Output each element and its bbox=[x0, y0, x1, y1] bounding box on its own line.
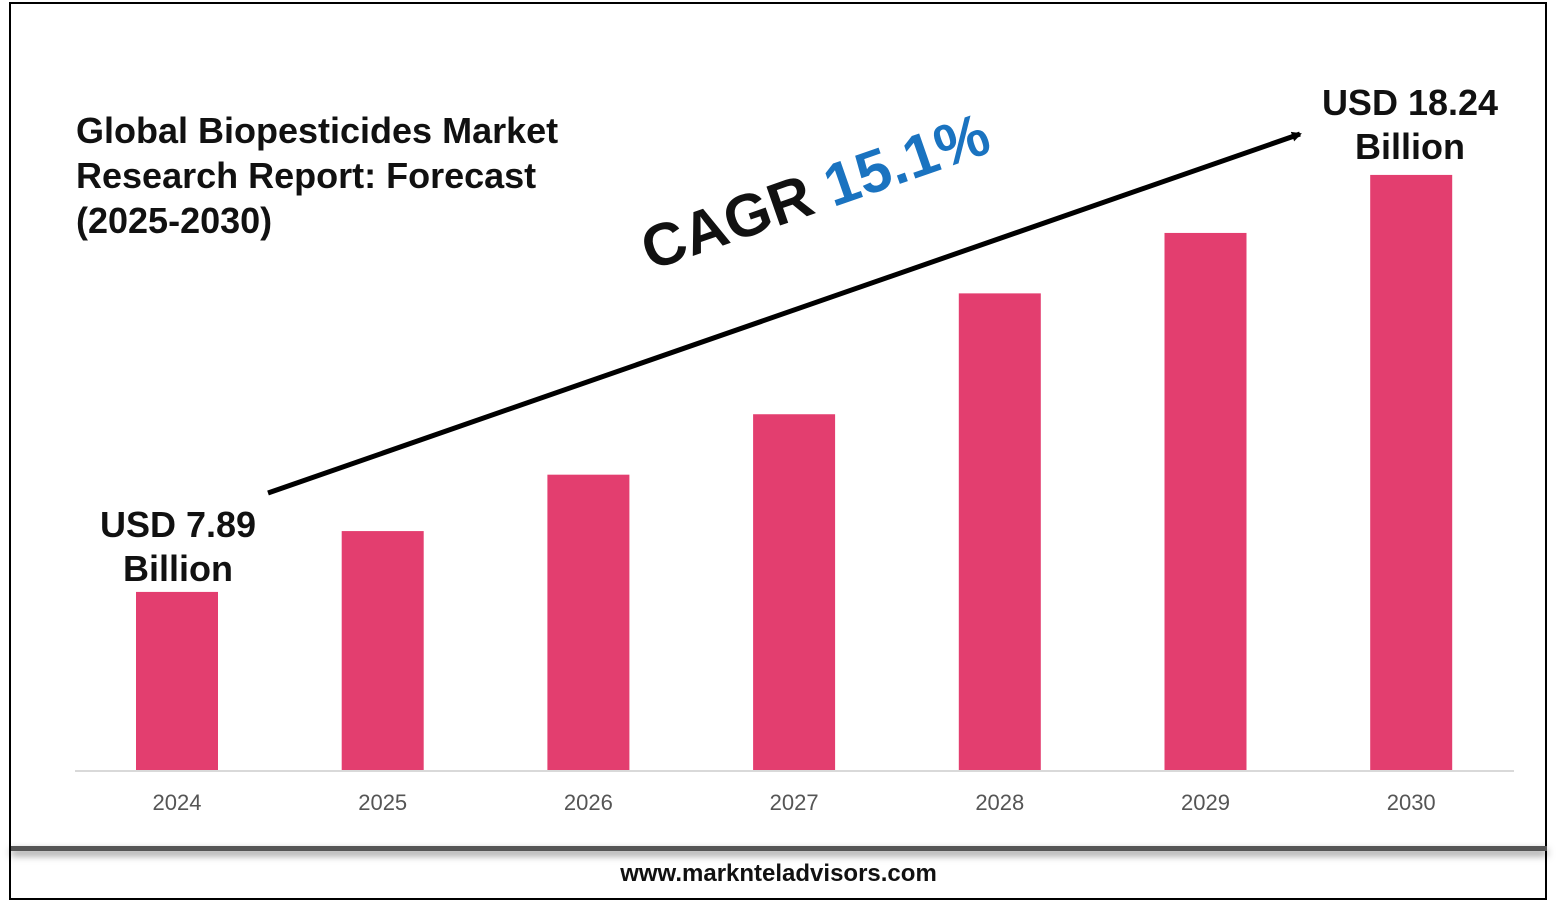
end-value-label: USD 18.24 Billion bbox=[1300, 81, 1520, 169]
start-value-label: USD 7.89 Billion bbox=[78, 503, 278, 591]
x-tick-label: 2029 bbox=[1181, 790, 1230, 815]
divider bbox=[11, 846, 1547, 851]
bar-2029 bbox=[1164, 232, 1247, 771]
x-tick-label: 2030 bbox=[1387, 790, 1436, 815]
bar-2024 bbox=[136, 591, 218, 770]
label-line: Billion bbox=[1355, 126, 1465, 167]
x-tick-label: 2026 bbox=[564, 790, 613, 815]
title-line: Research Report: Forecast bbox=[76, 155, 537, 196]
title-line: Global Biopesticides Market bbox=[76, 110, 559, 151]
label-line: USD 7.89 bbox=[99, 504, 257, 545]
trend-arrow bbox=[267, 131, 1302, 496]
chart-title: Global Biopesticides Market Research Rep… bbox=[76, 108, 636, 243]
chart-frame bbox=[9, 2, 1547, 900]
x-tick-label: 2024 bbox=[153, 790, 202, 815]
label-line: USD 18.24 bbox=[1321, 82, 1499, 123]
bar-2028 bbox=[958, 293, 1041, 770]
x-tick-label: 2028 bbox=[975, 790, 1024, 815]
label-line: Billion bbox=[123, 548, 233, 589]
bar-2027 bbox=[753, 414, 836, 770]
x-tick-label: 2027 bbox=[770, 790, 819, 815]
title-line: (2025-2030) bbox=[76, 200, 273, 241]
x-tick-label: 2025 bbox=[358, 790, 407, 815]
website-footer: www.marknteladvisors.com bbox=[620, 860, 937, 887]
bar-2030 bbox=[1370, 174, 1453, 770]
bar-2025 bbox=[341, 531, 424, 770]
bar-2026 bbox=[547, 474, 630, 770]
